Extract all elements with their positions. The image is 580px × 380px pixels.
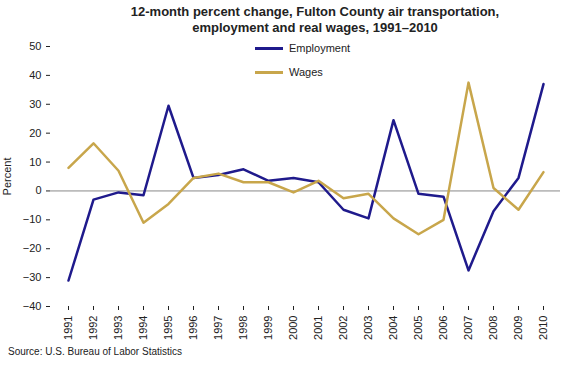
html-text:Employment: Employment bbox=[289, 42, 351, 54]
svg-text:1999: 1999 bbox=[262, 316, 274, 340]
svg-text:0: 0 bbox=[35, 184, 41, 196]
svg-text:1995: 1995 bbox=[162, 316, 174, 340]
svg-text:−30: −30 bbox=[23, 271, 42, 283]
svg-text:1997: 1997 bbox=[212, 316, 224, 340]
svg-text:−40: −40 bbox=[23, 300, 42, 312]
svg-text:2002: 2002 bbox=[337, 316, 349, 340]
svg-text:−10: −10 bbox=[23, 213, 42, 225]
svg-text:2010: 2010 bbox=[537, 316, 549, 340]
svg-text:−20: −20 bbox=[23, 242, 42, 254]
svg-text:2007: 2007 bbox=[462, 316, 474, 340]
html-text:Wages: Wages bbox=[289, 66, 323, 78]
svg-text:Percent: Percent bbox=[1, 158, 13, 196]
svg-text:1993: 1993 bbox=[112, 316, 124, 340]
svg-text:40: 40 bbox=[29, 69, 41, 81]
svg-text:1992: 1992 bbox=[87, 316, 99, 340]
svg-text:2006: 2006 bbox=[437, 316, 449, 340]
svg-text:30: 30 bbox=[29, 98, 41, 110]
svg-text:2000: 2000 bbox=[287, 316, 299, 340]
svg-text:2008: 2008 bbox=[487, 316, 499, 340]
svg-text:1998: 1998 bbox=[237, 316, 249, 340]
svg-text:1996: 1996 bbox=[187, 316, 199, 340]
svg-text:50: 50 bbox=[29, 40, 41, 52]
svg-text:10: 10 bbox=[29, 156, 41, 168]
svg-text:1994: 1994 bbox=[137, 316, 149, 340]
svg-text:1991: 1991 bbox=[62, 316, 74, 340]
svg-text:20: 20 bbox=[29, 127, 41, 139]
svg-text:2001: 2001 bbox=[312, 316, 324, 340]
svg-text:2009: 2009 bbox=[512, 316, 524, 340]
svg-text:2005: 2005 bbox=[412, 316, 424, 340]
html-text:Source: U.S. Bureau of Labor S: Source: U.S. Bureau of Labor Statistics bbox=[8, 346, 182, 357]
html-text:12-month percent change, Fulto: 12-month percent change, Fulton County a… bbox=[130, 4, 500, 35]
svg-text:2004: 2004 bbox=[387, 316, 399, 340]
svg-text:2003: 2003 bbox=[362, 316, 374, 340]
